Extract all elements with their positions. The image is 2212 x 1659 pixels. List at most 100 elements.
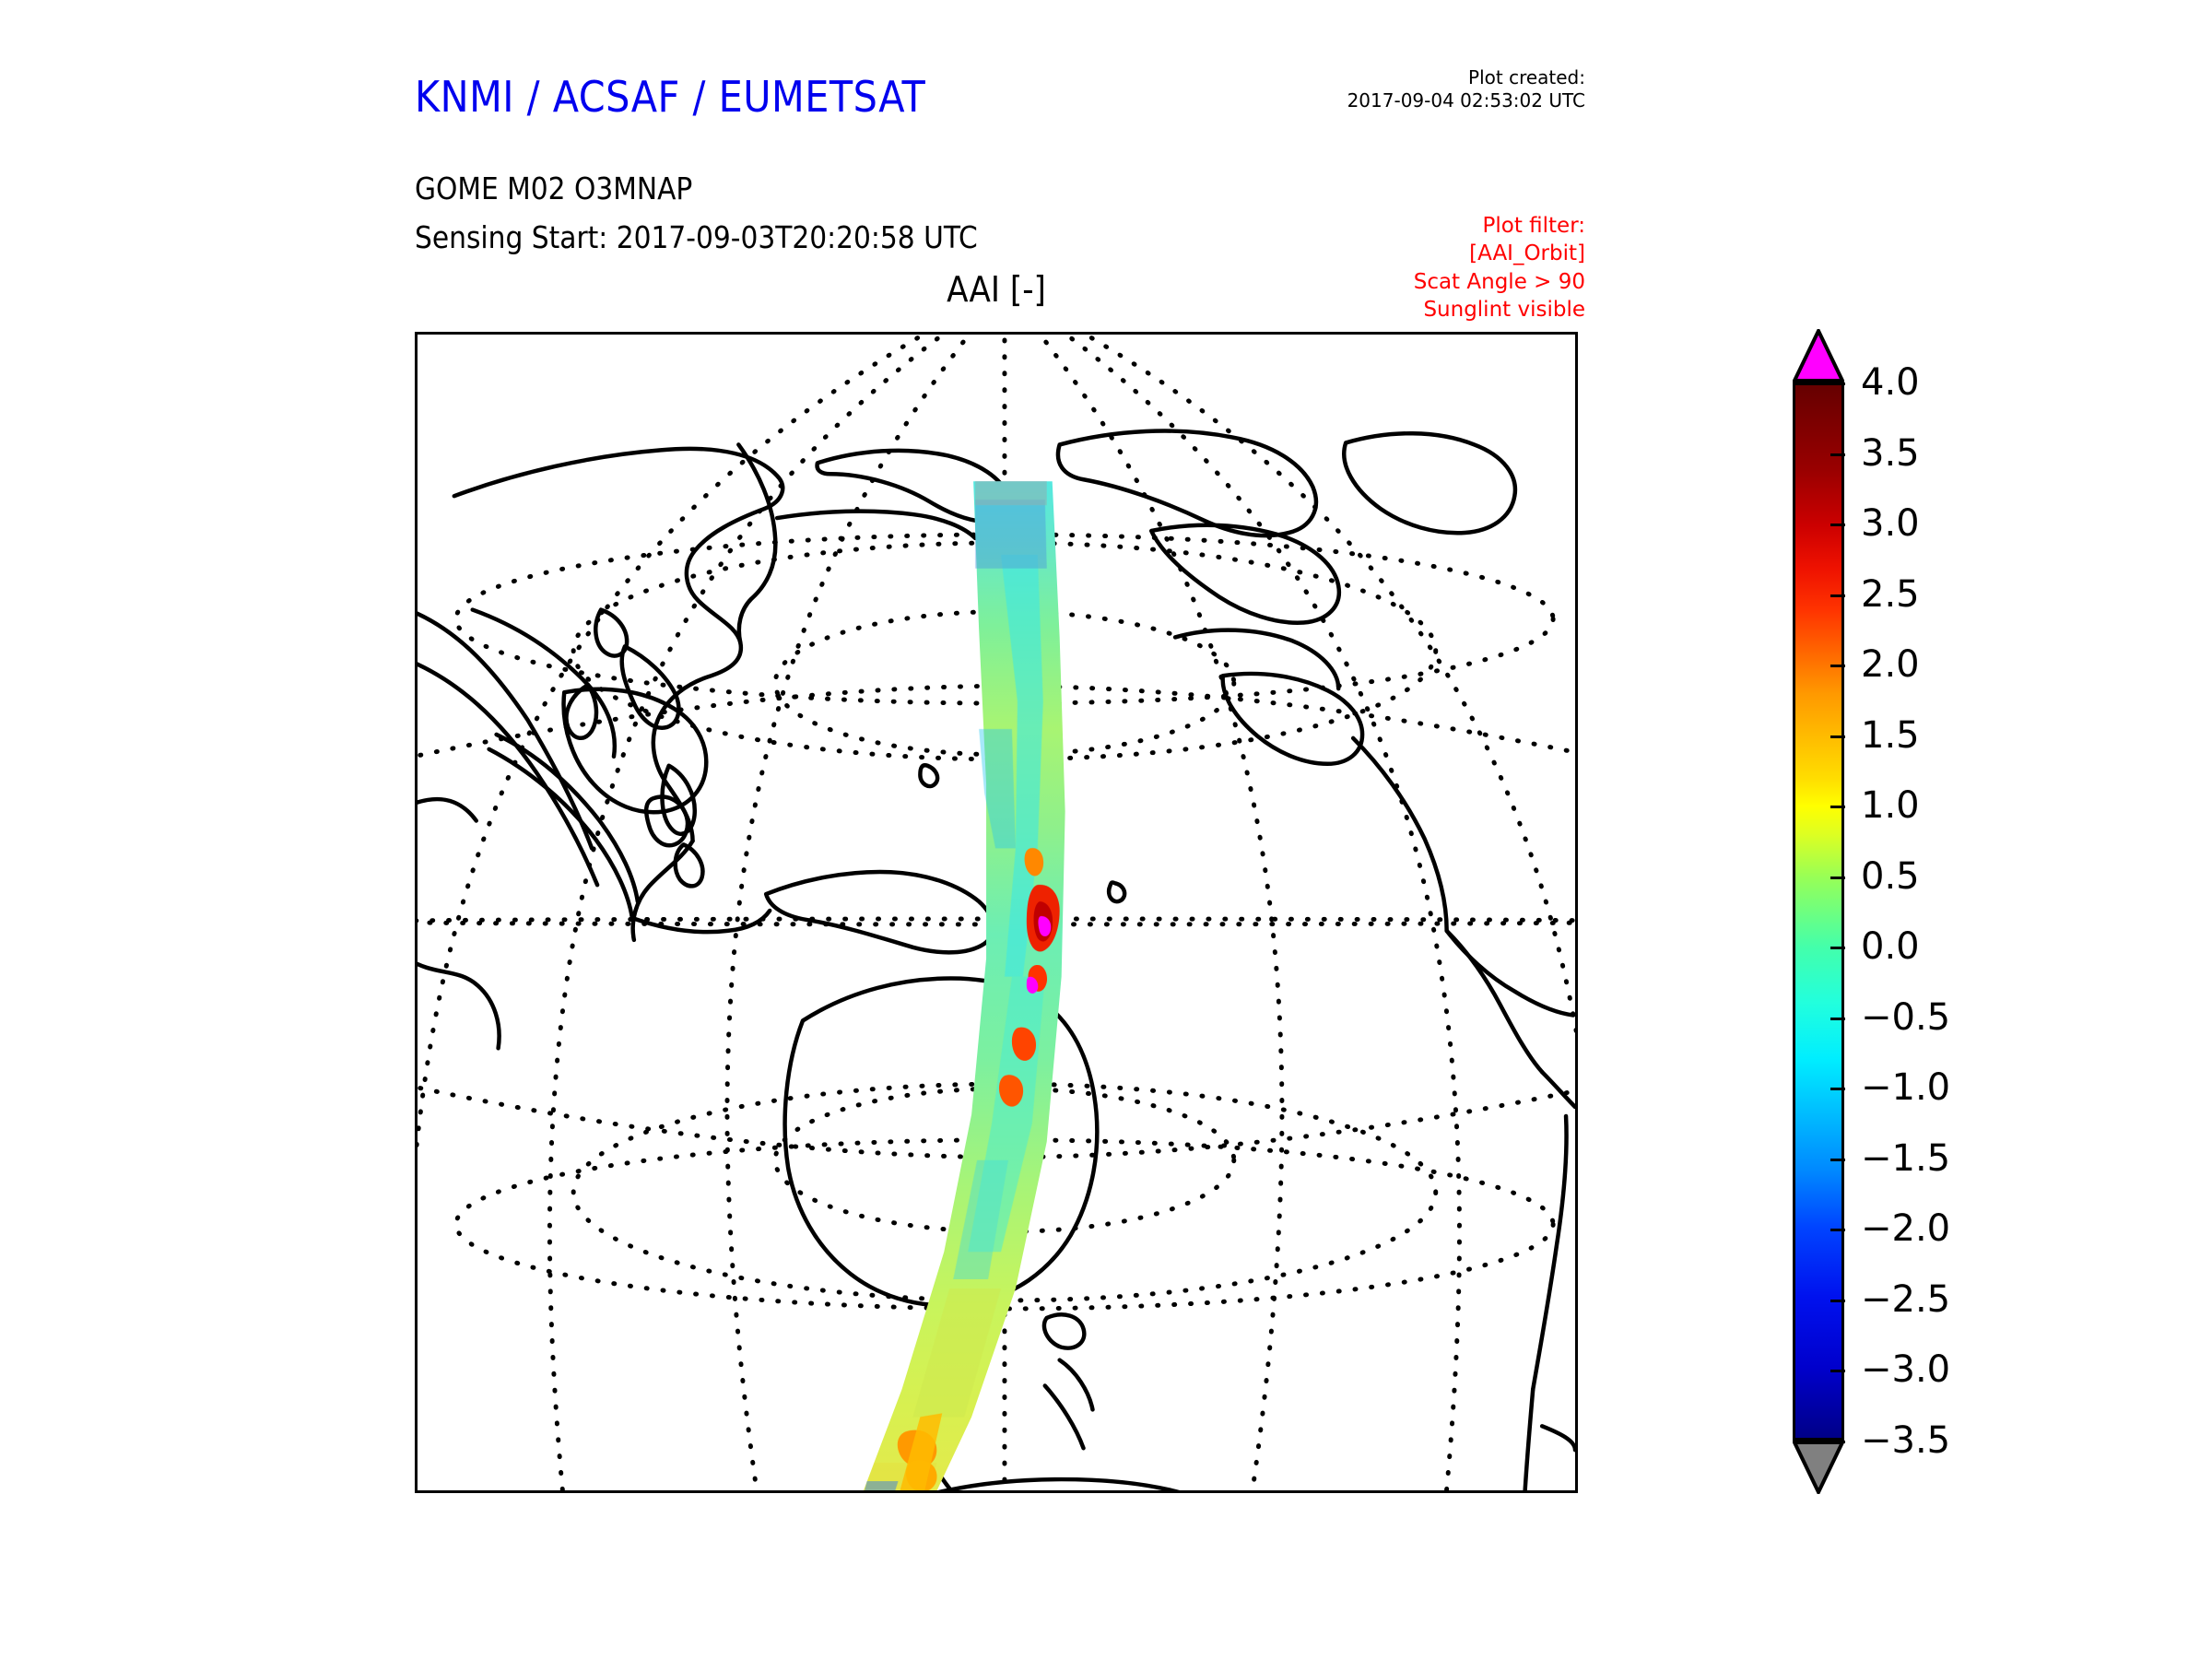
map-plot-area[interactable]: [415, 332, 1578, 1493]
colorbar-tick-8: [1830, 947, 1845, 950]
coast-sumatra-s: [487, 747, 635, 921]
map-canvas: [418, 335, 1575, 1490]
colorbar-label-3: 2.5: [1861, 572, 1920, 616]
coast-japan-hokkaido: [594, 607, 629, 658]
colorbar-body[interactable]: [1793, 382, 1844, 1441]
plot-filter-scat-angle: Scat Angle > 90: [1413, 269, 1585, 294]
coast-sa-west: [1530, 1113, 1569, 1392]
colorbar-label-1: 3.5: [1861, 431, 1920, 475]
colorbar-tick-5: [1830, 735, 1845, 738]
colorbar-tick-9: [1830, 1017, 1845, 1020]
coast-java: [629, 908, 772, 935]
colorbar-label-12: −2.0: [1861, 1207, 1951, 1251]
coast-sa-southeast: [1539, 1424, 1575, 1453]
colorbar-over-range-arrow: [1793, 329, 1844, 382]
map-contents: [418, 335, 1575, 1490]
coast-kamchatka-sea: [630, 839, 695, 943]
coast-tasmania: [1041, 1312, 1087, 1350]
coast-hudson-bay: [1220, 671, 1365, 767]
aai-hotspot-magenta-2: [1026, 976, 1039, 994]
colorbar[interactable]: 4.0 3.5 3.0 2.5 2.0 1.5 1.0 0.5 0.0 −0.5 −1.0 −1.5 −…: [1793, 329, 1950, 1494]
coast-greenland: [1342, 431, 1518, 535]
coast-antarctica-n: [937, 1477, 1181, 1490]
graticule-lat-30n: [418, 683, 1575, 759]
coast-japan-honshu: [619, 644, 681, 730]
aai-texture-blue-antarctic: [865, 1481, 899, 1490]
coast-left-sliver-1: [418, 611, 594, 851]
coast-borneo: [561, 687, 709, 815]
aai-swath-group[interactable]: [856, 481, 1065, 1490]
coast-kamchatka: [736, 442, 778, 645]
colorbar-label-9: −0.5: [1861, 995, 1951, 1039]
coast-central-america: [1539, 1069, 1575, 1110]
colorbar-label-13: −2.5: [1861, 1277, 1951, 1321]
colorbar-label-15: −3.5: [1861, 1419, 1951, 1462]
colorbar-label-4: 2.0: [1861, 643, 1920, 687]
colorbar-label-0: 4.0: [1861, 361, 1920, 404]
graticule-lon-e90: [1080, 335, 1575, 1039]
colorbar-tick-7: [1830, 876, 1845, 879]
colorbar-under-range-arrow: [1793, 1441, 1844, 1494]
coast-nz-north: [1057, 1358, 1095, 1412]
coast-left-sliver-2: [418, 662, 600, 888]
graticule-lat-30s: [418, 1085, 1575, 1160]
coast-china: [470, 607, 618, 759]
aai-texture-blue-1: [979, 728, 1016, 849]
coast-korea: [564, 682, 599, 740]
colorbar-label-8: 0.0: [1861, 925, 1920, 969]
colorbar-tick-2: [1830, 524, 1845, 527]
coast-sumatra-n: [494, 732, 641, 904]
coast-philippines-mindanao: [673, 842, 705, 888]
colorbar-label-14: −3.0: [1861, 1348, 1951, 1392]
colorbar-tick-10: [1830, 1088, 1845, 1091]
coast-nz-south: [1042, 1383, 1086, 1451]
page-title: AAI [-]: [947, 269, 1046, 310]
colorbar-tick-0: [1830, 382, 1845, 385]
colorbar-label-11: −1.5: [1861, 1136, 1951, 1180]
plot-filter-block: Plot filter: [AAI_Orbit] Scat Angle > 90…: [1414, 212, 1585, 324]
colorbar-tick-11: [1830, 1158, 1845, 1161]
sensing-start: Sensing Start: 2017-09-03T20:20:58 UTC: [415, 219, 978, 255]
coast-left-sliver-3: [418, 796, 478, 823]
plot-created-block: Plot created: 2017-09-04 02:53:02 UTC: [1347, 66, 1585, 112]
coast-mexico-w: [1444, 928, 1545, 1075]
plot-filter-orbit: [AAI_Orbit]: [1469, 241, 1585, 266]
aai-swath-orange-edge: [900, 1413, 943, 1490]
colorbar-label-2: 3.0: [1861, 502, 1920, 546]
colorbar-tick-13: [1830, 1299, 1845, 1302]
coast-new-guinea: [763, 869, 995, 955]
coast-na-southwest: [1444, 928, 1575, 1018]
coast-siberia: [452, 446, 785, 843]
coast-arctic-canada-1: [1055, 429, 1319, 538]
organisation-title: KNMI / ACSAF / EUMETSAT: [415, 72, 926, 122]
plot-filter-sunglint: Sunglint visible: [1423, 298, 1585, 323]
colorbar-tick-3: [1830, 594, 1845, 597]
graticule-lon-w30: [724, 335, 972, 1490]
aai-hotspot-orange-1: [1024, 848, 1044, 877]
coast-arctic-canada-2: [1148, 523, 1342, 625]
graticule-lon-e30: [1037, 335, 1285, 1490]
plot-filter-label: Plot filter:: [1482, 214, 1585, 238]
colorbar-tick-6: [1830, 806, 1845, 809]
graticule-lon-e60: [1062, 335, 1462, 1490]
aai-swath-band: [864, 481, 1065, 1490]
aai-texture-arctic-blue: [975, 500, 1047, 569]
aai-hotspot-red-3: [1011, 1027, 1037, 1061]
graticule-lon-w90: [418, 335, 928, 1161]
colorbar-label-6: 1.0: [1861, 784, 1920, 828]
product-name: GOME M02 O3MNAP: [415, 171, 693, 206]
colorbar-label-5: 1.5: [1861, 713, 1920, 757]
coast-na-west: [1350, 735, 1449, 934]
coast-sulawesi: [643, 794, 690, 848]
coast-island-pacific-2: [1106, 880, 1127, 904]
plot-created-timestamp: 2017-09-04 02:53:02 UTC: [1347, 89, 1585, 112]
aai-texture-yellow-south: [912, 1288, 1001, 1418]
colorbar-gradient: [1795, 385, 1841, 1438]
coast-aleutians: [774, 509, 978, 541]
coast-australia: [782, 976, 1100, 1308]
coast-sa-south: [1523, 1387, 1535, 1490]
coast-hudson-n: [1172, 628, 1341, 691]
graticule-lon-w60: [547, 335, 947, 1490]
coast-island-pacific-1: [918, 763, 940, 789]
coastlines-group: [418, 429, 1575, 1490]
